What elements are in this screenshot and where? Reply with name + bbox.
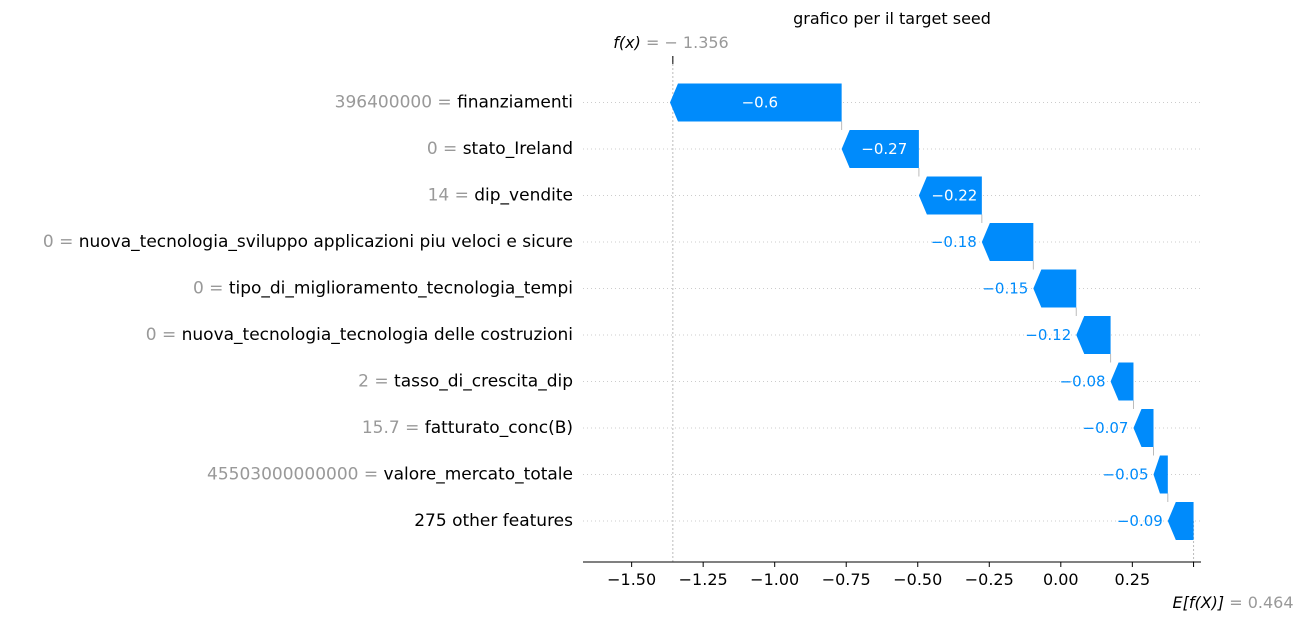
feature-value: 15.7 = bbox=[362, 418, 425, 438]
feature-name: fatturato_conc(B) bbox=[425, 418, 573, 438]
chart-title: grafico per il target seed bbox=[793, 9, 991, 28]
x-tick-label: 0.25 bbox=[1115, 570, 1151, 589]
bar-value-label: −0.07 bbox=[1083, 419, 1129, 437]
feature-name: stato_Ireland bbox=[463, 139, 573, 159]
x-tick-label: −0.75 bbox=[822, 570, 871, 589]
feature-name: finanziamenti bbox=[457, 93, 573, 113]
bar-value-label: −0.05 bbox=[1103, 466, 1149, 484]
bar-1 bbox=[669, 83, 842, 122]
reference-lines bbox=[672, 56, 1195, 568]
feature-name: valore_mercato_totale bbox=[384, 465, 573, 485]
feature-value: 0 = bbox=[427, 139, 463, 159]
x-tick-label: −0.25 bbox=[965, 570, 1014, 589]
feature-name: tasso_di_crescita_dip bbox=[394, 372, 573, 392]
bar-value-label: −0.15 bbox=[982, 280, 1028, 298]
feature-name: nuova_tecnologia_sviluppo applicazioni p… bbox=[79, 232, 573, 252]
bar-value-label: −0.09 bbox=[1117, 512, 1163, 530]
feature-value: 2 = bbox=[358, 372, 394, 392]
feature-label: 0 = tipo_di_miglioramento_tecnologia_tem… bbox=[193, 279, 573, 299]
feature-label: 15.7 = fatturato_conc(B) bbox=[362, 418, 573, 438]
x-tick-label: −1.50 bbox=[607, 570, 656, 589]
base-prefix: E[f(X)] bbox=[1172, 593, 1224, 612]
feature-label: 14 = dip_vendite bbox=[428, 186, 573, 206]
x-tick-label: −1.25 bbox=[679, 570, 728, 589]
feature-value: 0 = bbox=[146, 325, 182, 345]
bar-4 bbox=[981, 223, 1034, 261]
bars: −0.6 −0.27 −0.22 −0.18 −0.15 −0.12 −0.08 −0.07 −… bbox=[669, 83, 1194, 540]
bar-value-label: −0.6 bbox=[742, 94, 778, 112]
base-value: = 0.464 bbox=[1224, 593, 1293, 612]
base-annotation: E[f(X)] = 0.464 bbox=[1172, 593, 1293, 612]
bar-value-label: −0.08 bbox=[1060, 373, 1106, 391]
x-tick-label: −0.50 bbox=[893, 570, 942, 589]
feature-label: 0 = stato_Ireland bbox=[427, 139, 573, 159]
svg-text:E[f(X)] = 0.464: E[f(X)] = 0.464 bbox=[1172, 593, 1293, 612]
feature-name: nuova_tecnologia_tecnologia delle costru… bbox=[182, 325, 573, 345]
bar-value-label: −0.27 bbox=[861, 140, 907, 158]
x-tick-label: 0.00 bbox=[1043, 570, 1079, 589]
feature-label: 2 = tasso_di_crescita_dip bbox=[358, 372, 573, 392]
x-axis: −1.50 −1.25 −1.00 −0.75 −0.50 −0.25 0.00 0.25 bbox=[583, 561, 1201, 589]
fx-value: = − 1.356 bbox=[641, 33, 729, 52]
fx-annotation: f(x) = − 1.356 bbox=[613, 33, 728, 52]
feature-value: 396400000 = bbox=[335, 93, 457, 113]
svg-text:f(x) = − 1.356: f(x) = − 1.356 bbox=[613, 33, 728, 52]
feature-label: 0 = nuova_tecnologia_tecnologia delle co… bbox=[146, 325, 573, 345]
feature-name: 275 other features bbox=[414, 511, 573, 531]
bar-6 bbox=[1076, 316, 1111, 354]
bar-value-label: −0.12 bbox=[1025, 326, 1071, 344]
feature-value: 14 = bbox=[428, 186, 475, 206]
bar-3 bbox=[918, 176, 982, 215]
feature-value: 45503000000000 = bbox=[207, 465, 383, 485]
feature-label: 396400000 = finanziamenti bbox=[335, 93, 573, 113]
feature-value: 0 = bbox=[43, 232, 79, 252]
x-tick-label: −1.00 bbox=[750, 570, 799, 589]
feature-name: tipo_di_miglioramento_tecnologia_tempi bbox=[229, 279, 573, 299]
bar-10 bbox=[1167, 502, 1194, 540]
bar-value-label: −0.22 bbox=[931, 187, 977, 205]
bar-8 bbox=[1133, 409, 1154, 447]
bar-value-label: −0.18 bbox=[931, 233, 977, 251]
bar-7 bbox=[1110, 362, 1134, 401]
feature-name: dip_vendite bbox=[474, 186, 573, 206]
feature-label: 275 other features bbox=[414, 511, 573, 531]
feature-value: 0 = bbox=[193, 279, 229, 299]
feature-labels: 396400000 = finanziamenti 0 = stato_Irela… bbox=[43, 93, 573, 532]
bar-9 bbox=[1153, 455, 1168, 494]
feature-label: 0 = nuova_tecnologia_sviluppo applicazio… bbox=[43, 232, 573, 252]
feature-label: 45503000000000 = valore_mercato_totale bbox=[207, 465, 573, 485]
bar-2 bbox=[841, 130, 919, 168]
fx-prefix: f(x) bbox=[613, 33, 641, 52]
bar-5 bbox=[1033, 269, 1077, 308]
